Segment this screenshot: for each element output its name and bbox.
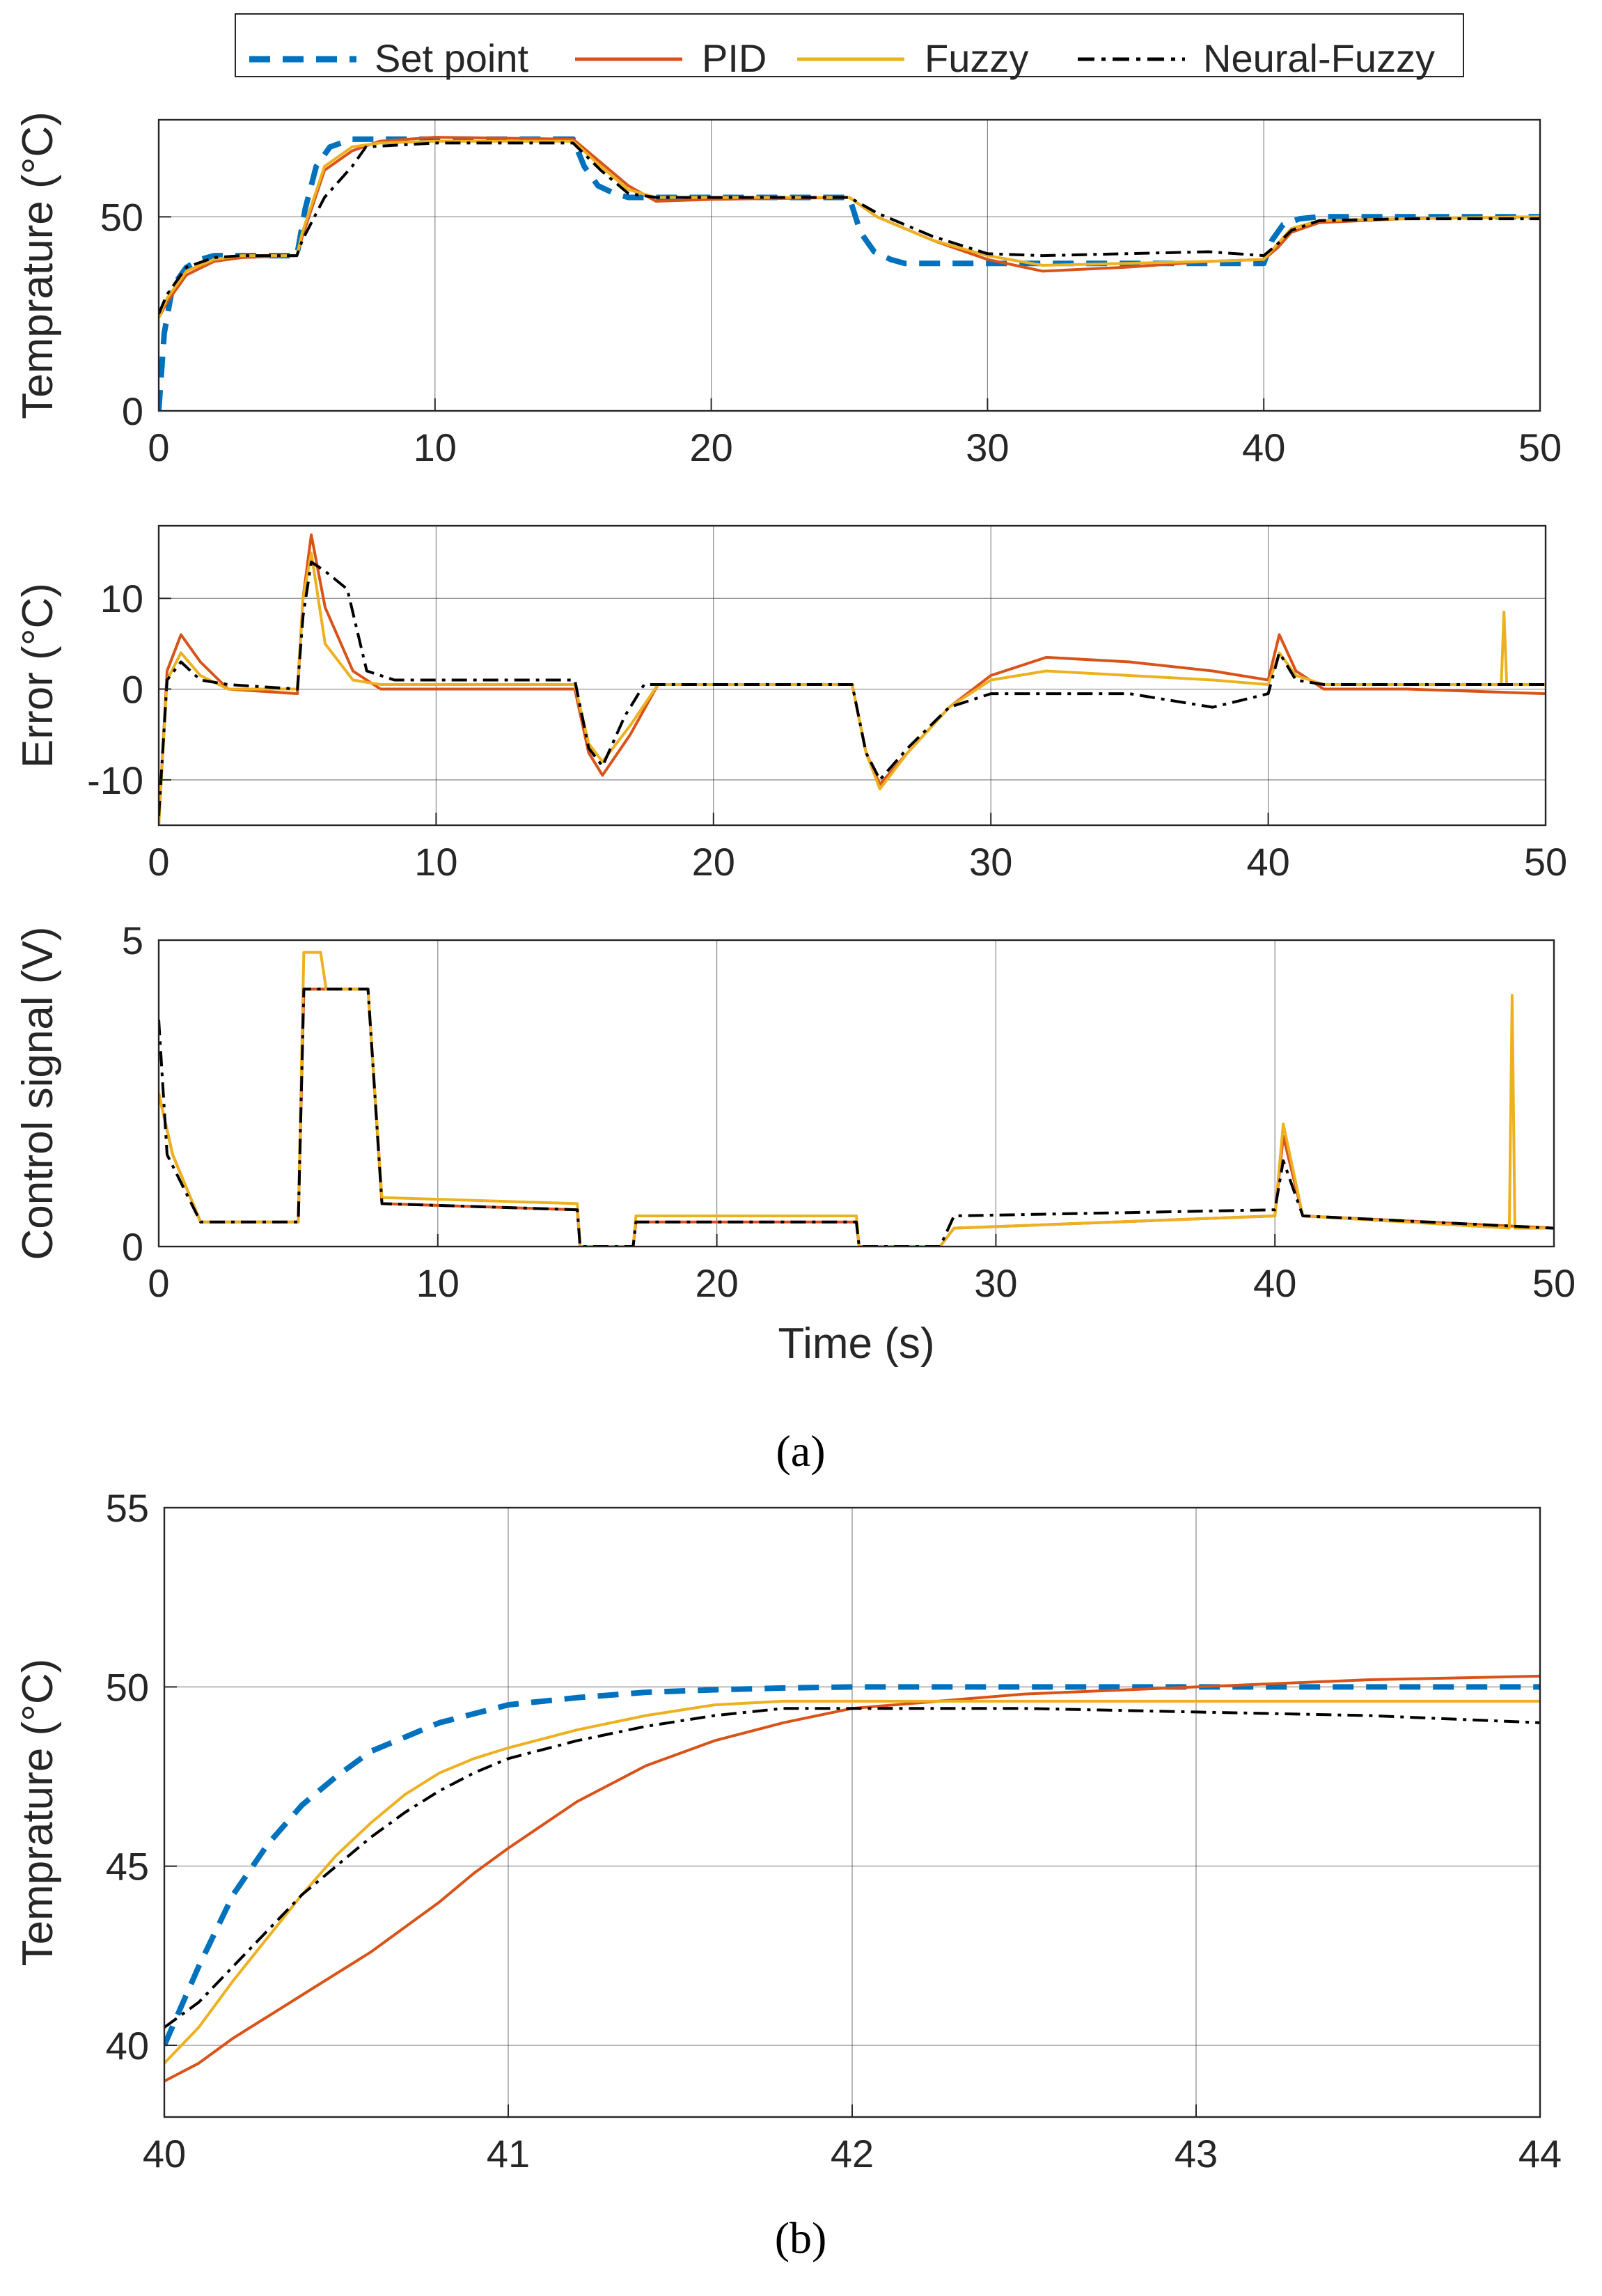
legend-entry-fuzzy: Fuzzy	[797, 36, 1028, 80]
legend-entry-neural-fuzzy: Neural-Fuzzy	[1078, 36, 1435, 80]
y-axis-label: Temprature (°C)	[14, 1659, 62, 1967]
plot-area	[159, 526, 1546, 825]
x-tick-label: 10	[416, 1261, 460, 1305]
x-tick-label: 20	[692, 840, 735, 884]
series-line-pid	[164, 1674, 1540, 2083]
legend-box	[235, 13, 1464, 77]
x-tick-label: 0	[148, 840, 169, 884]
caption-b: (b)	[775, 2213, 827, 2263]
y-tick-label: 0	[122, 389, 143, 433]
series-group	[159, 533, 1546, 825]
x-tick-label: 10	[414, 840, 457, 884]
y-tick-label: 40	[106, 2024, 149, 2068]
x-tick-label: 42	[831, 2132, 874, 2176]
y-tick-label: 0	[122, 1225, 143, 1269]
x-tick-label: 10	[414, 425, 457, 469]
x-tick-label: 50	[1524, 840, 1567, 884]
legend-entry-setpoint: Set point	[249, 36, 528, 80]
x-tick-label: 50	[1518, 425, 1562, 469]
series-line-fuzzy	[159, 552, 1546, 825]
x-tick-label: 40	[143, 2132, 186, 2176]
x-tick-label: 44	[1518, 2132, 1562, 2176]
legend-label-setpoint: Set point	[375, 36, 528, 80]
series-group	[164, 1674, 1540, 2083]
y-tick-label: 45	[106, 1845, 149, 1889]
x-tick-label: 20	[695, 1261, 738, 1305]
x-tick-label: 0	[148, 425, 169, 469]
x-tick-label: 40	[1242, 425, 1285, 469]
series-line-neural-fuzzy	[164, 1707, 1540, 2029]
legend-label-neural-fuzzy: Neural-Fuzzy	[1203, 36, 1435, 80]
y-tick-label: -10	[87, 758, 143, 802]
series-group	[159, 951, 1554, 1247]
y-tick-label: 0	[122, 668, 143, 712]
panel-temperature: 0 10 20 30 40 50 0 50 Temprature (°C)	[14, 111, 1562, 469]
plot-area	[159, 940, 1554, 1247]
x-tick-label: 0	[148, 1261, 169, 1305]
series-group	[159, 136, 1540, 411]
legend: Set point PID Fuzzy Neural-Fuzzy	[235, 13, 1464, 80]
x-tick-label: 40	[1253, 1261, 1296, 1305]
y-axis-label: Temprature (°C)	[14, 111, 62, 419]
axes-box	[157, 939, 1555, 1248]
series-line-set-point	[159, 136, 1540, 411]
y-tick-label: 50	[106, 1665, 149, 1709]
legend-label-fuzzy: Fuzzy	[925, 36, 1028, 80]
series-line-neural-fuzzy	[159, 561, 1546, 817]
legend-entry-pid: PID	[575, 36, 767, 80]
x-tick-label: 40	[1246, 840, 1289, 884]
x-tick-label: 50	[1532, 1261, 1576, 1305]
x-tick-label: 30	[974, 1261, 1017, 1305]
x-tick-label: 30	[969, 840, 1012, 884]
y-tick-label: 5	[122, 919, 143, 962]
caption-a: (a)	[776, 1426, 825, 1476]
series-line-neural-fuzzy	[159, 987, 1554, 1247]
legend-label-pid: PID	[702, 36, 767, 80]
plot-area	[159, 120, 1540, 411]
x-axis-label: Time (s)	[778, 1320, 935, 1368]
y-axis-label: Control signal (V)	[14, 927, 62, 1260]
series-line-set-point	[164, 1684, 1540, 2047]
panel-zoom-temperature: 40 41 42 43 44 40 45 50 55 Temprature (°C)	[14, 1486, 1562, 2176]
series-line-fuzzy	[164, 1699, 1540, 2065]
x-tick-label: 30	[966, 425, 1009, 469]
x-tick-label: 43	[1175, 2132, 1218, 2176]
axes-box	[157, 524, 1547, 827]
axes-box	[157, 118, 1541, 412]
y-tick-label: 10	[100, 577, 143, 620]
x-tick-label: 20	[689, 425, 732, 469]
x-tick-label: 41	[487, 2132, 530, 2176]
y-axis-label: Error (°C)	[14, 583, 62, 768]
panel-control-signal: 0 10 20 30 40 50 0 5 Control signal (V) Time (s)	[14, 919, 1576, 1368]
series-line-neural-fuzzy	[159, 141, 1540, 315]
y-tick-label: 50	[100, 195, 143, 239]
y-tick-label: 55	[106, 1486, 149, 1530]
